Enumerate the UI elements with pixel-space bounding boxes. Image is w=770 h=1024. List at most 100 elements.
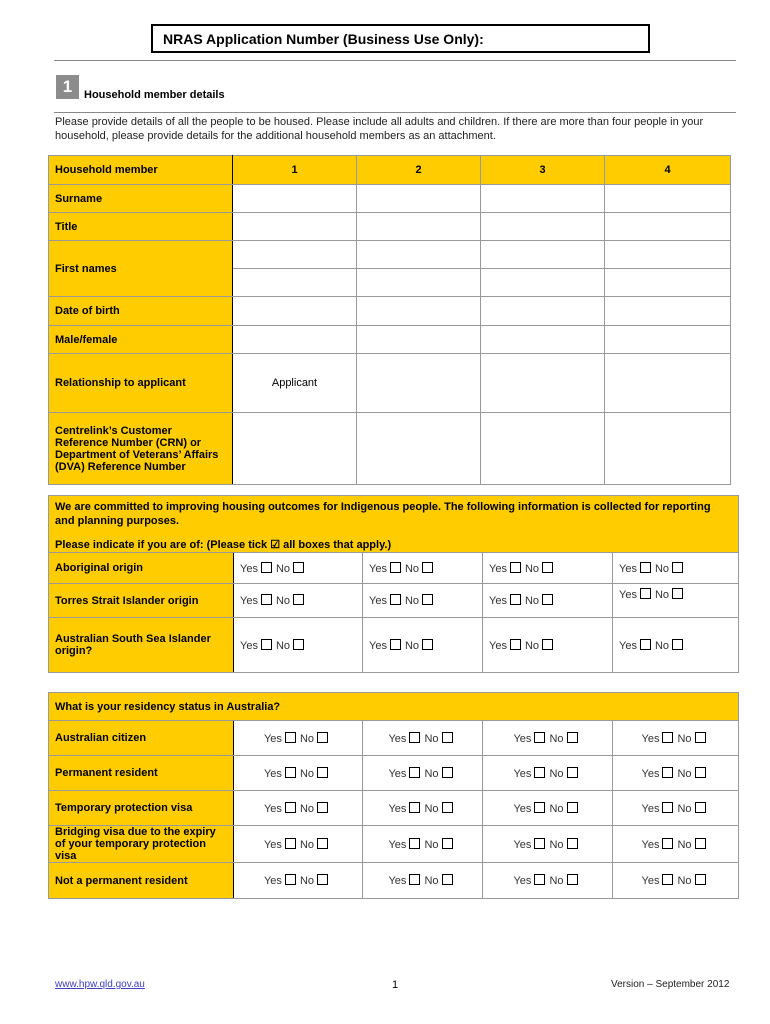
no-checkbox[interactable] <box>542 638 554 650</box>
cell-input[interactable] <box>356 325 481 354</box>
first-name-input[interactable] <box>356 240 481 269</box>
no-checkbox[interactable] <box>542 594 554 605</box>
no-checkbox[interactable] <box>694 731 706 743</box>
application-number-field[interactable]: NRAS Application Number (Business Use On… <box>151 24 650 53</box>
first-name-input[interactable] <box>604 268 731 297</box>
first-name-input[interactable] <box>232 268 357 297</box>
yes-checkbox[interactable] <box>662 837 674 849</box>
no-checkbox[interactable] <box>566 801 578 813</box>
yes-checkbox[interactable] <box>284 837 296 849</box>
first-name-input[interactable] <box>232 240 357 269</box>
no-checkbox[interactable] <box>293 638 305 650</box>
yes-checkbox[interactable] <box>409 801 421 813</box>
cell-input[interactable] <box>232 184 357 213</box>
no-checkbox[interactable] <box>422 594 434 605</box>
yes-checkbox[interactable] <box>509 561 521 573</box>
cell-input[interactable] <box>356 296 481 326</box>
yes-checkbox[interactable] <box>389 638 401 650</box>
yes-checkbox[interactable] <box>662 766 674 778</box>
yes-checkbox[interactable] <box>260 638 272 650</box>
no-checkbox[interactable] <box>566 766 578 778</box>
cell-input[interactable] <box>232 412 357 485</box>
no-checkbox[interactable] <box>293 561 305 573</box>
yes-checkbox[interactable] <box>409 731 421 743</box>
first-name-input[interactable] <box>604 240 731 269</box>
no-checkbox[interactable] <box>441 731 453 743</box>
cell-input[interactable] <box>480 325 605 354</box>
no-checkbox[interactable] <box>317 874 328 885</box>
cell-input[interactable] <box>604 353 731 413</box>
cell-input[interactable] <box>604 212 731 241</box>
yes-checkbox[interactable] <box>639 638 651 650</box>
cell-input[interactable] <box>604 412 731 485</box>
no-checkbox[interactable] <box>422 561 434 573</box>
no-checkbox[interactable] <box>441 801 453 813</box>
cell-input[interactable] <box>480 296 605 326</box>
yes-checkbox[interactable] <box>389 561 401 573</box>
yes-checkbox[interactable] <box>389 594 401 605</box>
no-checkbox[interactable] <box>672 638 684 650</box>
cell-input[interactable] <box>604 184 731 213</box>
yes-checkbox[interactable] <box>639 561 651 573</box>
website-link[interactable]: www.hpw.qld.gov.au <box>55 979 145 990</box>
yes-checkbox[interactable] <box>662 731 674 743</box>
yes-checkbox[interactable] <box>534 874 546 885</box>
cell-input[interactable] <box>356 212 481 241</box>
cell-input[interactable] <box>232 212 357 241</box>
cell-input[interactable] <box>604 296 731 326</box>
no-checkbox[interactable] <box>441 837 453 849</box>
no-checkbox[interactable] <box>441 874 453 885</box>
no-checkbox[interactable] <box>317 837 328 849</box>
yes-checkbox[interactable] <box>260 561 272 573</box>
yes-checkbox[interactable] <box>409 766 421 778</box>
no-checkbox[interactable] <box>672 588 684 599</box>
yes-checkbox[interactable] <box>639 588 651 599</box>
cell-input[interactable] <box>356 353 481 413</box>
yes-checkbox[interactable] <box>662 874 674 885</box>
yes-checkbox[interactable] <box>409 874 421 885</box>
no-checkbox[interactable] <box>317 766 328 778</box>
yes-checkbox[interactable] <box>284 766 296 778</box>
no-checkbox[interactable] <box>694 766 706 778</box>
yes-checkbox[interactable] <box>260 594 272 605</box>
yes-checkbox[interactable] <box>534 801 546 813</box>
yes-checkbox[interactable] <box>284 731 296 743</box>
yes-checkbox[interactable] <box>534 837 546 849</box>
cell-input[interactable] <box>356 184 481 213</box>
no-checkbox[interactable] <box>542 561 554 573</box>
no-checkbox[interactable] <box>293 594 305 605</box>
yes-checkbox[interactable] <box>509 638 521 650</box>
no-checkbox[interactable] <box>672 561 684 573</box>
cell-input[interactable] <box>232 325 357 354</box>
cell-input[interactable] <box>480 412 605 485</box>
no-checkbox[interactable] <box>566 837 578 849</box>
no-checkbox[interactable] <box>441 766 453 778</box>
cell-input[interactable] <box>480 212 605 241</box>
no-checkbox[interactable] <box>694 801 706 813</box>
yes-checkbox[interactable] <box>534 766 546 778</box>
first-name-input[interactable] <box>480 268 605 297</box>
cell-input[interactable] <box>356 412 481 485</box>
no-checkbox[interactable] <box>422 638 434 650</box>
no-checkbox[interactable] <box>317 801 328 813</box>
no-checkbox[interactable] <box>694 874 706 885</box>
no-label: No <box>404 562 420 575</box>
cell-input[interactable] <box>480 184 605 213</box>
yes-checkbox[interactable] <box>284 801 296 813</box>
yes-checkbox[interactable] <box>284 874 296 885</box>
cell-input[interactable]: Applicant <box>232 353 357 413</box>
cell-input[interactable] <box>232 296 357 326</box>
no-checkbox[interactable] <box>317 731 328 743</box>
first-name-input[interactable] <box>356 268 481 297</box>
cell-input[interactable] <box>480 353 605 413</box>
yes-checkbox[interactable] <box>509 594 521 605</box>
yes-checkbox[interactable] <box>409 837 421 849</box>
no-checkbox[interactable] <box>694 837 706 849</box>
cell-input[interactable] <box>604 325 731 354</box>
yes-checkbox[interactable] <box>662 801 674 813</box>
yes-checkbox[interactable] <box>534 731 546 743</box>
first-name-input[interactable] <box>480 240 605 269</box>
yes-label: Yes <box>489 562 507 575</box>
no-checkbox[interactable] <box>566 731 578 743</box>
no-checkbox[interactable] <box>566 874 578 885</box>
